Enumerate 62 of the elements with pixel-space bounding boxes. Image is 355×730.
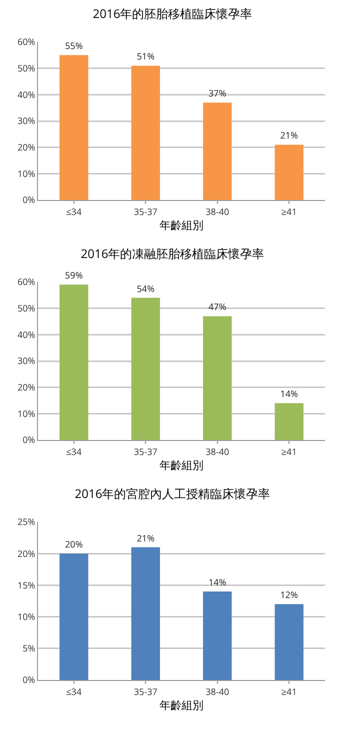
y-tick-label: 0% [22, 673, 36, 686]
x-tick-label: ≤34 [66, 444, 82, 458]
y-tick-label: 20% [17, 380, 36, 394]
x-axis-title: 年齡組別 [160, 458, 204, 473]
y-tick-label: 25% [17, 515, 36, 528]
bar [203, 592, 232, 680]
y-tick-label: 60% [17, 275, 36, 288]
x-tick-label: 38-40 [206, 444, 230, 458]
x-tick-label: ≤34 [66, 204, 82, 218]
data-label: 55% [65, 39, 83, 52]
data-label: 21% [280, 128, 298, 142]
x-tick-label: 35-37 [134, 204, 158, 218]
y-tick-label: 30% [17, 354, 36, 368]
bar [131, 547, 160, 680]
bar [60, 55, 88, 200]
x-tick-label: 38-40 [206, 684, 230, 698]
y-tick-label: 50% [17, 301, 36, 314]
data-label: 37% [208, 86, 226, 100]
bar [274, 604, 304, 680]
bar [203, 102, 232, 200]
y-tick-label: 20% [17, 546, 36, 560]
y-tick-label: 10% [17, 610, 36, 623]
x-tick-label: ≤34 [66, 684, 82, 698]
data-label: 12% [280, 588, 298, 602]
x-axis-title: 年齡組別 [160, 218, 204, 233]
bar [131, 298, 160, 440]
y-tick-label: 40% [17, 328, 36, 341]
data-label: 59% [65, 268, 83, 282]
x-tick-label: 38-40 [206, 204, 230, 218]
data-label: 14% [208, 576, 226, 589]
bar [203, 316, 232, 440]
bar [60, 284, 88, 440]
y-tick-label: 5% [22, 642, 36, 655]
y-tick-label: 60% [17, 35, 36, 48]
chart-title: 2016年的胚胎移植臨床懷孕率 [92, 5, 252, 22]
x-axis-title: 年齡組別 [160, 698, 204, 713]
y-tick-label: 50% [17, 61, 36, 74]
bar [274, 144, 304, 200]
y-tick-label: 10% [17, 406, 36, 420]
x-tick-label: ≥41 [281, 684, 297, 698]
y-tick-label: 0% [22, 193, 36, 206]
data-label: 21% [136, 531, 154, 544]
x-tick-label: 35-37 [134, 684, 158, 698]
x-tick-label: ≥41 [281, 204, 297, 218]
y-tick-label: 30% [17, 114, 36, 128]
data-label: 20% [65, 538, 83, 551]
y-tick-label: 20% [17, 140, 36, 154]
y-tick-label: 0% [22, 433, 36, 446]
data-label: 51% [136, 50, 154, 63]
y-tick-label: 40% [17, 88, 36, 101]
chart-title: 2016年的宮腔內人工授精臨床懷孕率 [74, 485, 270, 502]
bar [274, 403, 304, 440]
y-tick-label: 10% [17, 166, 36, 180]
data-label: 54% [136, 282, 154, 295]
x-tick-label: 35-37 [134, 444, 158, 458]
y-tick-label: 15% [17, 578, 36, 592]
data-label: 47% [208, 300, 226, 314]
bar [60, 554, 88, 680]
data-label: 14% [280, 387, 298, 400]
chart-title: 2016年的凍融胚胎移植臨床懷孕率 [80, 245, 264, 262]
bar [131, 66, 160, 200]
x-tick-label: ≥41 [281, 444, 297, 458]
